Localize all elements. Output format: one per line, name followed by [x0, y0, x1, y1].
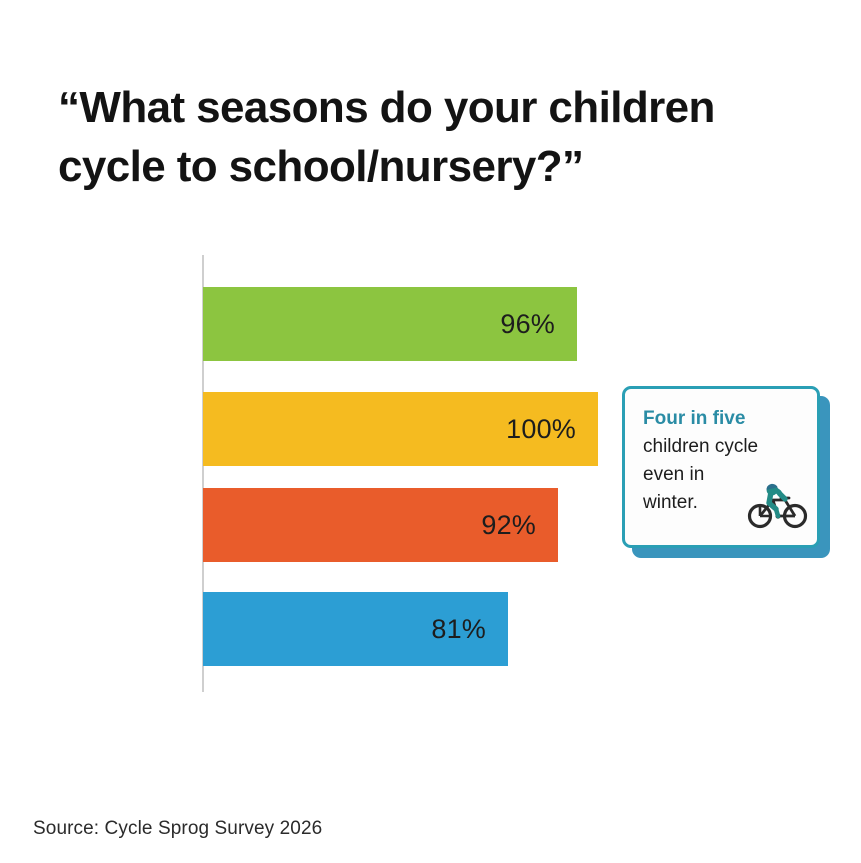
bar-value-label: 81%: [431, 613, 486, 644]
cyclist-icon: [747, 483, 808, 529]
callout-card: Four in five children cycle even in wint…: [622, 386, 820, 548]
bar-spring: 96%: [203, 287, 577, 361]
bar-winter: 81%: [203, 592, 508, 666]
bar-summer: 100%: [203, 392, 598, 466]
source-caption: Source: Cycle Sprog Survey 2026: [33, 818, 323, 839]
bar-value-label: 100%: [506, 413, 576, 444]
callout-box: Four in five children cycle even in wint…: [622, 386, 830, 558]
bar-autumn: 92%: [203, 488, 558, 562]
bar-value-label: 96%: [500, 308, 555, 339]
bar-value-label: 92%: [481, 509, 536, 540]
page-title: “What seasons do your children cycle to …: [58, 83, 715, 191]
y-axis-line: [202, 255, 204, 692]
callout-body-text: children cycle even in winter.: [643, 436, 759, 513]
callout-lead-text: Four in five: [643, 408, 746, 429]
